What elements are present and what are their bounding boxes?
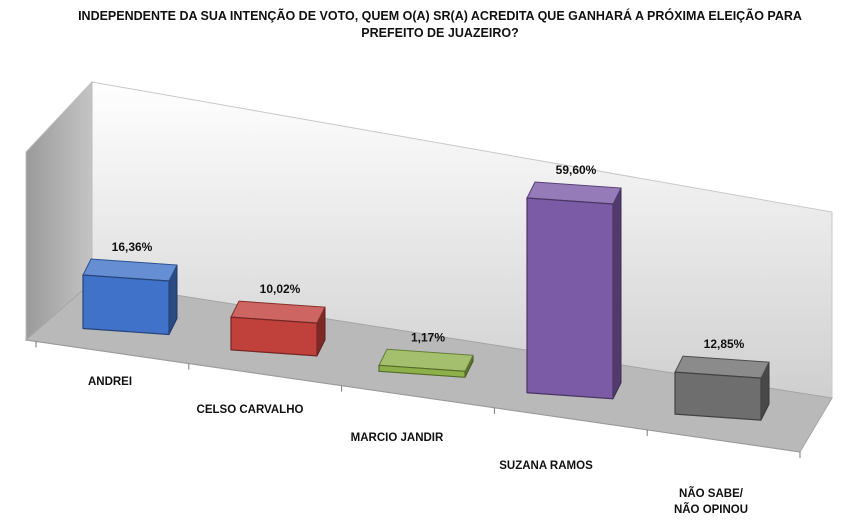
bar-4 <box>526 181 622 400</box>
category-label: ANDREI <box>88 376 132 388</box>
chart-title: INDEPENDENTE DA SUA INTENÇÃO DE VOTO, QU… <box>78 9 802 40</box>
chart-floor-edge <box>25 339 801 453</box>
data-label: 16,36% <box>112 240 153 254</box>
data-label: 10,02% <box>260 282 301 296</box>
bar-2 <box>230 300 326 357</box>
bar-1 <box>82 258 178 336</box>
data-label: 59,60% <box>556 163 597 177</box>
bar-3 <box>378 348 474 378</box>
category-label: SUZANA RAMOS <box>499 460 593 472</box>
category-label: NÃO SABE/NÃO OPINOU <box>674 487 748 516</box>
category-label: CELSO CARVALHO <box>197 404 304 416</box>
category-label: MARCIO JANDIR <box>351 432 444 444</box>
bar-5 <box>674 355 770 421</box>
data-label: 12,85% <box>704 337 745 351</box>
data-label: 1,17% <box>411 330 445 344</box>
